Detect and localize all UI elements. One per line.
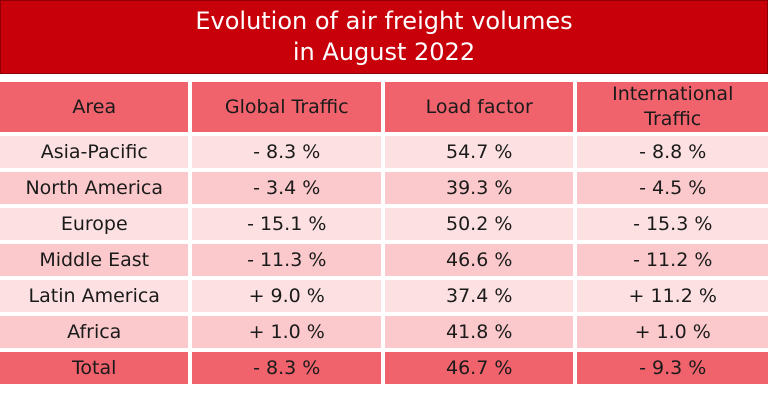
cell-load: 50.2 % xyxy=(384,208,574,240)
cell-area: Middle East xyxy=(0,244,189,276)
cell-load: 46.6 % xyxy=(384,244,574,276)
cell-global: + 9.0 % xyxy=(192,280,381,312)
header-row: Area Global Traffic Load factor Internat… xyxy=(0,82,768,132)
total-area: Total xyxy=(0,352,189,384)
cell-area: North America xyxy=(0,172,189,204)
cell-area: Africa xyxy=(0,316,189,348)
table-row: Europe - 15.1 % 50.2 % - 15.3 % xyxy=(0,208,768,240)
total-load: 46.7 % xyxy=(384,352,574,384)
freight-table: Area Global Traffic Load factor Internat… xyxy=(0,78,768,388)
cell-area: Latin America xyxy=(0,280,189,312)
total-global: - 8.3 % xyxy=(192,352,381,384)
cell-intl: - 8.8 % xyxy=(577,136,768,168)
table-title: Evolution of air freight volumes in Augu… xyxy=(0,0,768,74)
cell-intl: - 4.5 % xyxy=(577,172,768,204)
title-line-2: in August 2022 xyxy=(292,38,476,66)
cell-intl: + 1.0 % xyxy=(577,316,768,348)
cell-load: 41.8 % xyxy=(384,316,574,348)
cell-load: 39.3 % xyxy=(384,172,574,204)
header-load-factor: Load factor xyxy=(384,82,574,132)
cell-global: + 1.0 % xyxy=(192,316,381,348)
header-international-traffic: International Traffic xyxy=(577,82,768,132)
header-international-line-1: International xyxy=(612,83,734,105)
cell-intl: - 15.3 % xyxy=(577,208,768,240)
table-row: North America - 3.4 % 39.3 % - 4.5 % xyxy=(0,172,768,204)
total-intl: - 9.3 % xyxy=(577,352,768,384)
table-row: Asia-Pacific - 8.3 % 54.7 % - 8.8 % xyxy=(0,136,768,168)
cell-area: Europe xyxy=(0,208,189,240)
cell-area: Asia-Pacific xyxy=(0,136,189,168)
cell-intl: - 11.2 % xyxy=(577,244,768,276)
table-row: Africa + 1.0 % 41.8 % + 1.0 % xyxy=(0,316,768,348)
table-row: Latin America + 9.0 % 37.4 % + 11.2 % xyxy=(0,280,768,312)
cell-global: - 11.3 % xyxy=(192,244,381,276)
cell-load: 54.7 % xyxy=(384,136,574,168)
header-global-traffic: Global Traffic xyxy=(192,82,381,132)
cell-load: 37.4 % xyxy=(384,280,574,312)
table-row: Middle East - 11.3 % 46.6 % - 11.2 % xyxy=(0,244,768,276)
header-international-line-2: Traffic xyxy=(644,108,702,130)
cell-intl: + 11.2 % xyxy=(577,280,768,312)
title-line-1: Evolution of air freight volumes xyxy=(195,7,573,35)
header-area: Area xyxy=(0,82,189,132)
cell-global: - 3.4 % xyxy=(192,172,381,204)
cell-global: - 8.3 % xyxy=(192,136,381,168)
cell-global: - 15.1 % xyxy=(192,208,381,240)
total-row: Total - 8.3 % 46.7 % - 9.3 % xyxy=(0,352,768,384)
